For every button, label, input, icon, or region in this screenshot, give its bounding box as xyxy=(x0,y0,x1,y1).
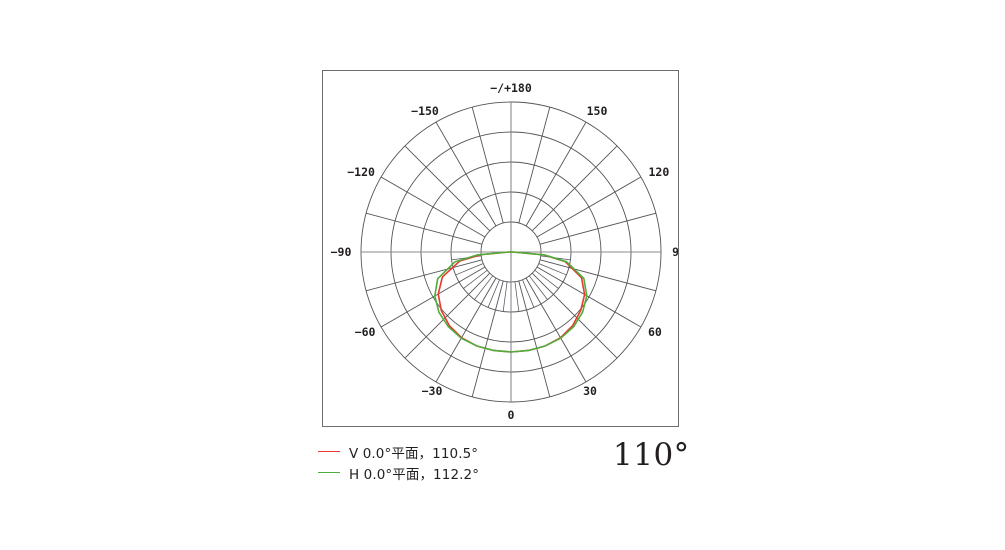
chart-legend: V 0.0°平面，110.5° H 0.0°平面，112.2° xyxy=(318,441,598,483)
angle-tick-label-120: 120 xyxy=(649,165,670,179)
angle-tick-label-60: −60 xyxy=(355,325,376,339)
legend-swatch-v xyxy=(318,451,340,452)
polar-series-curves xyxy=(433,251,588,353)
legend-item-v: V 0.0°平面，110.5° xyxy=(318,441,598,462)
polar-plot-svg: 0 30 60 90 120 150 −/+180 −150 −120 −90 −60 −30 xyxy=(331,81,678,422)
series-curve-h xyxy=(433,251,588,353)
legend-swatch-h xyxy=(318,472,340,473)
legend-label-h: H 0.0°平面，112.2° xyxy=(349,466,480,483)
angle-tick-label-150: 150 xyxy=(587,104,608,118)
angle-tick-label-60: 60 xyxy=(648,325,662,339)
beam-angle-readout: 110° xyxy=(613,437,690,473)
angle-tick-label-180: −/+180 xyxy=(490,81,532,95)
angle-tick-label-30: 30 xyxy=(583,384,597,398)
angle-tick-label-90: −90 xyxy=(331,245,352,259)
polar-grid-spokes xyxy=(365,106,657,398)
legend-item-h: H 0.0°平面，112.2° xyxy=(318,462,598,483)
angle-tick-label-30: −30 xyxy=(422,384,443,398)
polar-angle-tick-labels: 0 30 60 90 120 150 −/+180 −150 −120 −90 −60 −30 xyxy=(331,81,678,422)
angle-tick-label-150: −150 xyxy=(411,104,439,118)
legend-label-v: V 0.0°平面，110.5° xyxy=(349,445,479,462)
angle-tick-label-120: −120 xyxy=(347,165,375,179)
angle-tick-label-0: 0 xyxy=(508,408,515,422)
angle-tick-label-90: 90 xyxy=(672,245,678,259)
polar-chart-frame: 0 30 60 90 120 150 −/+180 −150 −120 −90 −60 −30 xyxy=(322,70,679,427)
